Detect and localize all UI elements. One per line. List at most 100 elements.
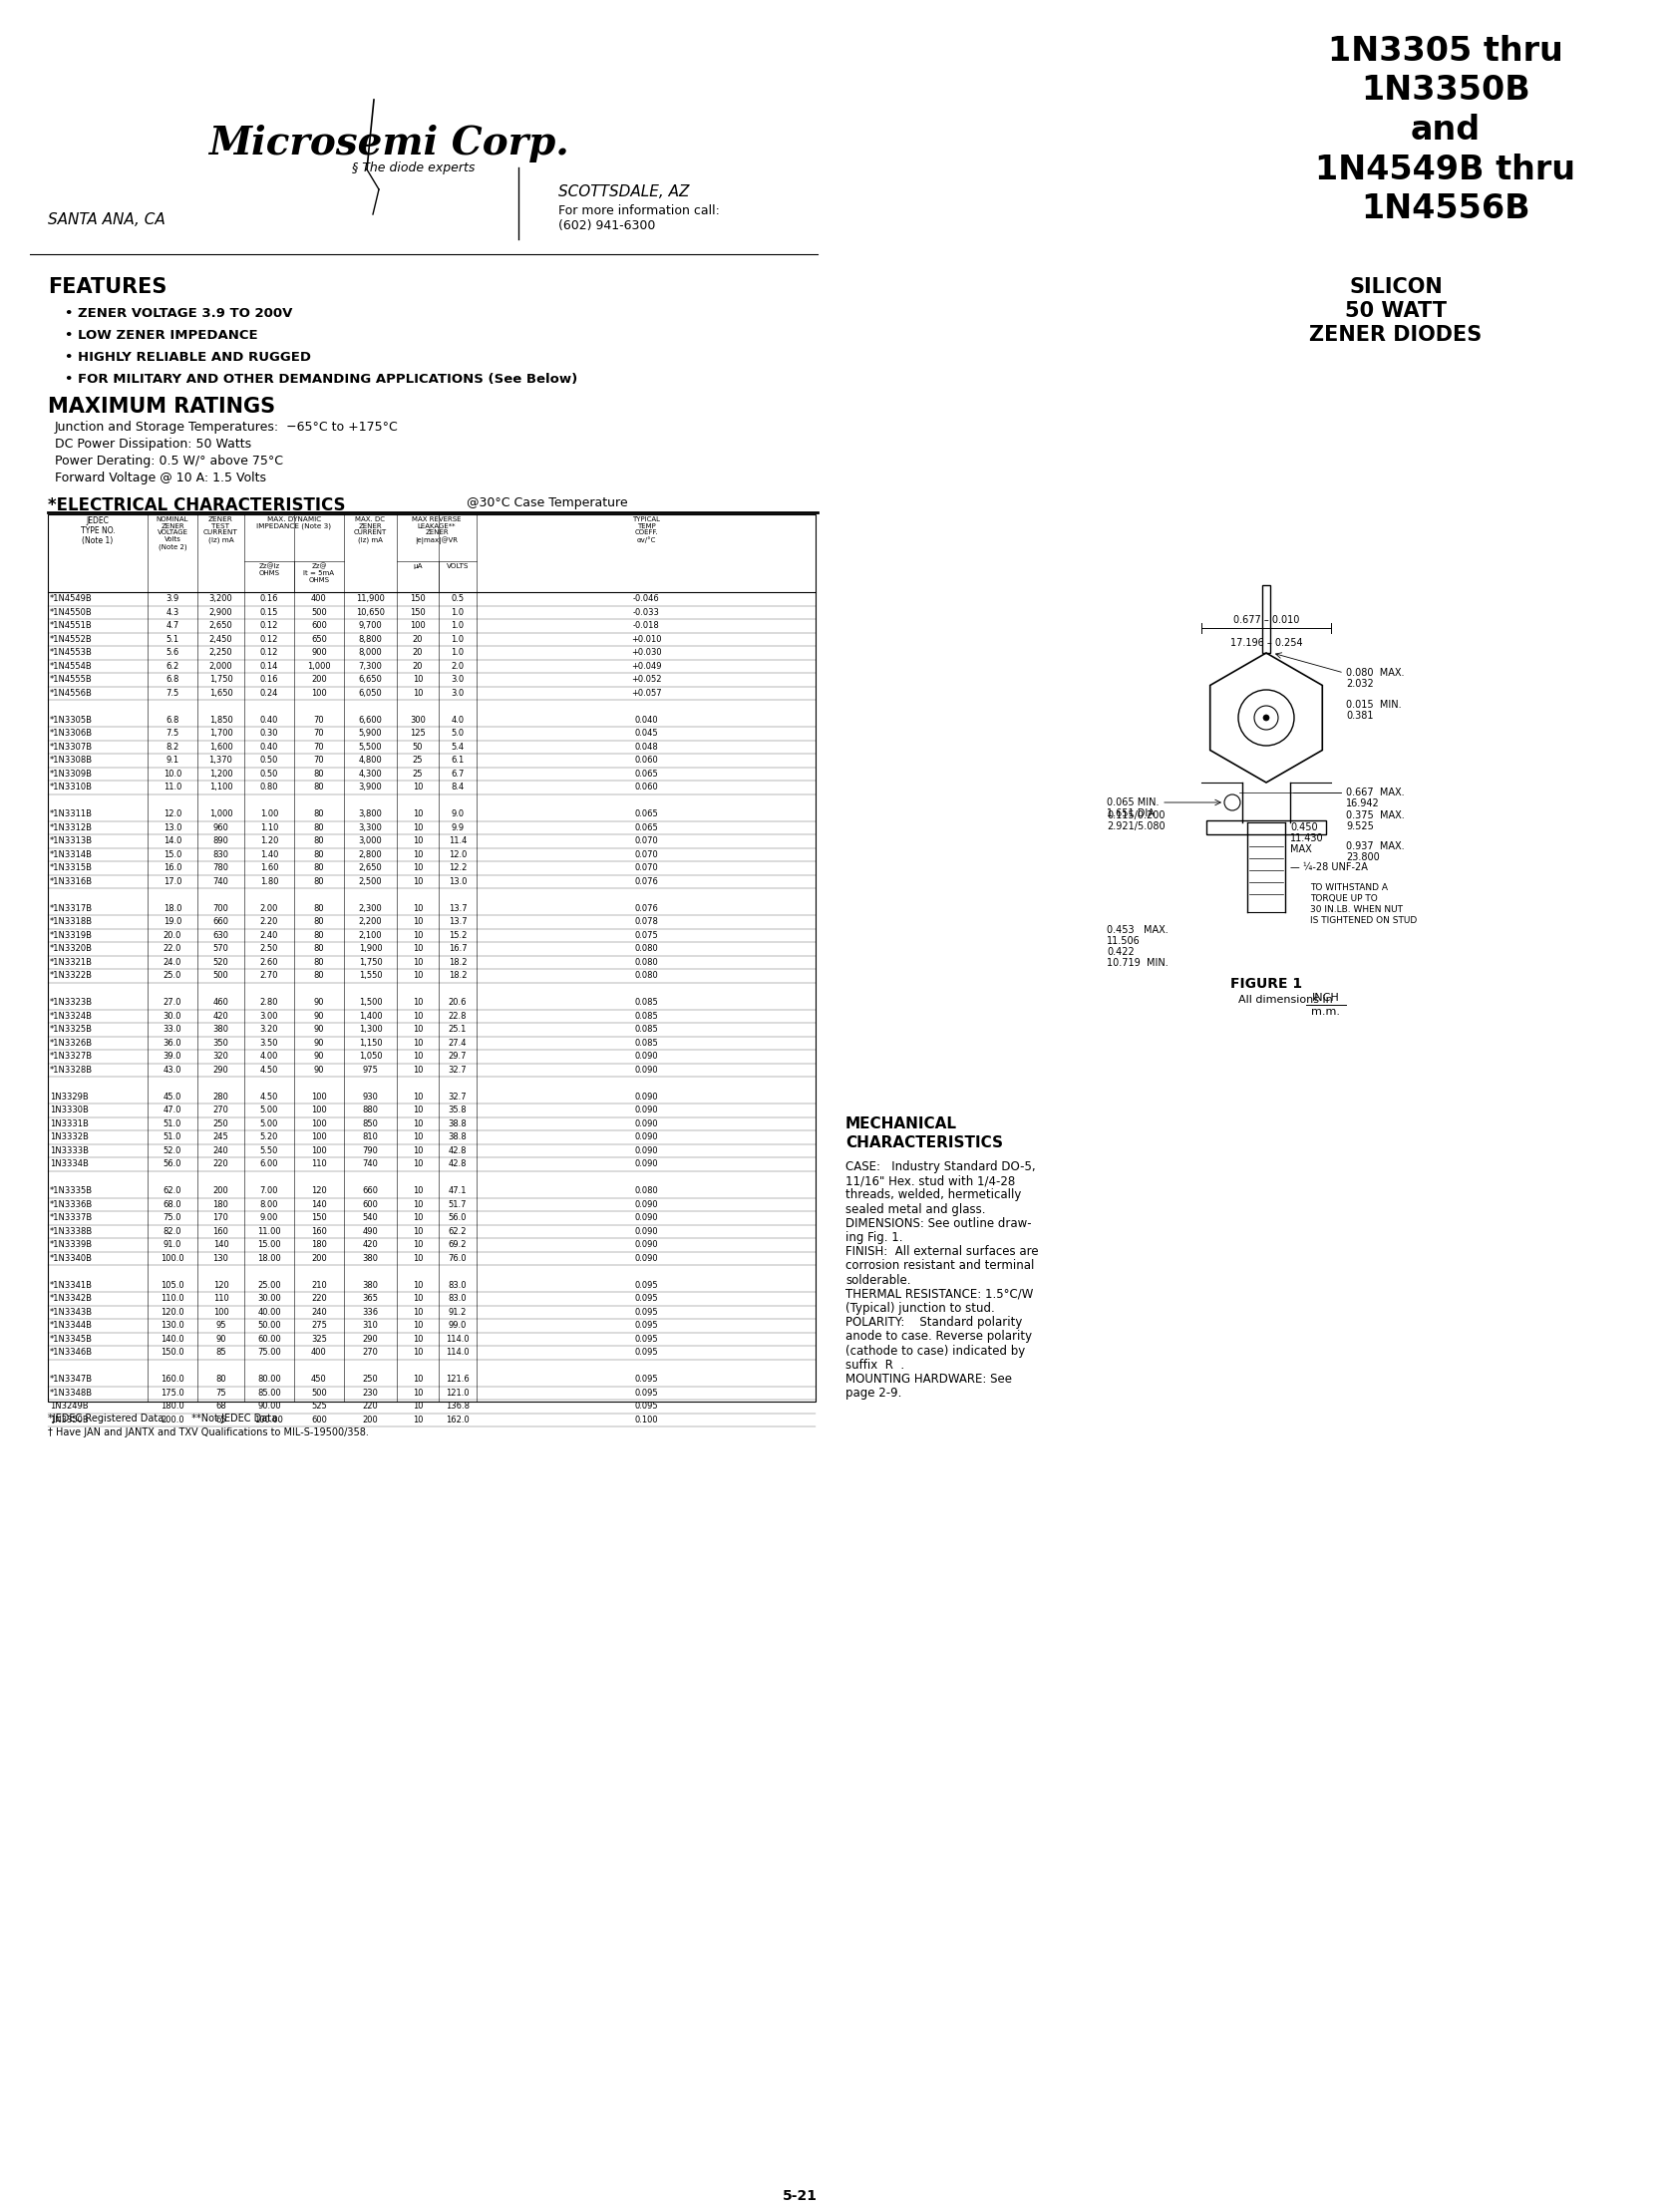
Text: 1,850: 1,850 [209,714,232,726]
Text: 0.40: 0.40 [261,714,278,726]
Text: 0.12: 0.12 [261,622,278,630]
Text: 22.0: 22.0 [164,945,182,953]
Text: 1.0: 1.0 [451,635,465,644]
Text: 0.095: 0.095 [634,1347,657,1356]
Text: +0.052: +0.052 [630,675,660,684]
Text: 121.6: 121.6 [446,1376,470,1385]
Text: 10: 10 [413,688,423,697]
Text: 0.080  MAX.: 0.080 MAX. [1346,668,1404,677]
Text: 140: 140 [212,1241,229,1250]
Text: 4.00: 4.00 [261,1053,278,1062]
Text: 14.0: 14.0 [164,836,182,845]
Text: 0.12: 0.12 [261,635,278,644]
Text: 2,300: 2,300 [358,905,383,914]
Text: 220: 220 [311,1294,328,1303]
Text: 0.078: 0.078 [634,918,659,927]
Text: 365: 365 [363,1294,378,1303]
Text: 0.80: 0.80 [259,783,279,792]
Text: 150: 150 [410,608,426,617]
Text: 180.0: 180.0 [161,1402,184,1411]
Text: POLARITY:    Standard polarity: POLARITY: Standard polarity [846,1316,1022,1329]
Text: 5-21: 5-21 [782,2190,818,2203]
Text: 740: 740 [212,876,229,887]
Text: (602) 941-6300: (602) 941-6300 [558,219,655,232]
Text: 2,250: 2,250 [209,648,232,657]
Text: 420: 420 [212,1011,229,1020]
Text: 2.921/5.080: 2.921/5.080 [1107,821,1165,832]
Text: 210: 210 [311,1281,328,1290]
Text: ZENER
TEST
CURRENT
(Iz) mA: ZENER TEST CURRENT (Iz) mA [204,515,237,542]
Text: 69.2: 69.2 [448,1241,466,1250]
Text: 10: 10 [413,1389,423,1398]
Text: † Have JAN and JANTX and TXV Qualifications to MIL-S-19500/358.: † Have JAN and JANTX and TXV Qualificati… [48,1427,370,1438]
Text: 50 WATT: 50 WATT [1344,301,1446,321]
Text: 130.0: 130.0 [161,1321,184,1329]
Text: 0.50: 0.50 [261,757,278,765]
Text: 11.506: 11.506 [1107,936,1140,947]
Text: 10: 10 [413,998,423,1006]
Text: 0.045: 0.045 [634,730,657,739]
Text: *1N4555B: *1N4555B [50,675,92,684]
Text: 1,150: 1,150 [358,1037,383,1048]
Text: *1N3307B: *1N3307B [50,743,94,752]
Text: 100: 100 [311,1146,328,1155]
Text: 0.085: 0.085 [634,998,657,1006]
Text: 51.0: 51.0 [164,1119,182,1128]
Text: 10.719  MIN.: 10.719 MIN. [1107,958,1169,969]
Text: 35.8: 35.8 [448,1106,466,1115]
Text: 230: 230 [363,1389,378,1398]
Text: 10: 10 [413,1037,423,1048]
Text: Zz@
It = 5mA
OHMS: Zz@ It = 5mA OHMS [304,564,334,584]
Text: *1N4552B: *1N4552B [50,635,92,644]
Text: 10: 10 [413,1376,423,1385]
Text: 150.0: 150.0 [161,1347,184,1356]
Text: 0.085: 0.085 [634,1011,657,1020]
Text: • ZENER VOLTAGE 3.9 TO 200V: • ZENER VOLTAGE 3.9 TO 200V [65,307,293,321]
Text: 2,200: 2,200 [358,918,383,927]
Text: 740: 740 [363,1159,378,1168]
Text: 75: 75 [216,1389,226,1398]
Text: 10: 10 [413,1334,423,1343]
Text: DIMENSIONS: See outline draw-: DIMENSIONS: See outline draw- [846,1217,1032,1230]
Text: ZENER DIODES: ZENER DIODES [1309,325,1481,345]
Text: 12.2: 12.2 [448,863,466,872]
Text: 1N3331B: 1N3331B [50,1119,89,1128]
Text: 5.4: 5.4 [451,743,465,752]
Text: 1,500: 1,500 [358,998,383,1006]
Text: 75.0: 75.0 [164,1214,182,1223]
Text: 4.50: 4.50 [261,1066,278,1075]
Text: 110: 110 [212,1294,229,1303]
Text: 1.00: 1.00 [261,810,278,818]
Text: *1N3316B: *1N3316B [50,876,94,887]
Text: 380: 380 [363,1281,378,1290]
Text: 8.4: 8.4 [451,783,465,792]
Text: 2,500: 2,500 [358,876,383,887]
Text: *1N3309B: *1N3309B [50,770,92,779]
Text: 7.00: 7.00 [259,1186,279,1194]
Text: 10,650: 10,650 [356,608,385,617]
Text: 460: 460 [212,998,229,1006]
Text: MOUNTING HARDWARE: See: MOUNTING HARDWARE: See [846,1374,1012,1385]
Text: 27.0: 27.0 [164,998,182,1006]
Text: 1.0: 1.0 [451,608,465,617]
Text: 18.0: 18.0 [164,905,182,914]
Text: 10: 10 [413,1066,423,1075]
Text: 650: 650 [311,635,328,644]
Text: 4.7: 4.7 [166,622,179,630]
Text: *1N3323B: *1N3323B [50,998,94,1006]
Text: 110: 110 [311,1159,328,1168]
Text: 1.40: 1.40 [261,849,278,858]
Text: FEATURES: FEATURES [48,276,167,296]
Text: 1N3330B: 1N3330B [50,1106,89,1115]
Text: 38.8: 38.8 [448,1133,466,1141]
Text: *1N4551B: *1N4551B [50,622,92,630]
Text: 0.090: 0.090 [634,1146,657,1155]
Text: page 2-9.: page 2-9. [846,1387,901,1400]
Text: 850: 850 [363,1119,378,1128]
Text: 9.1: 9.1 [166,757,179,765]
Text: 25.1: 25.1 [448,1024,466,1033]
Text: 0.16: 0.16 [259,595,279,604]
Text: THERMAL RESISTANCE: 1.5°C/W: THERMAL RESISTANCE: 1.5°C/W [846,1287,1033,1301]
Text: suffix  R  .: suffix R . [846,1358,905,1371]
Text: *1N3324B: *1N3324B [50,1011,92,1020]
